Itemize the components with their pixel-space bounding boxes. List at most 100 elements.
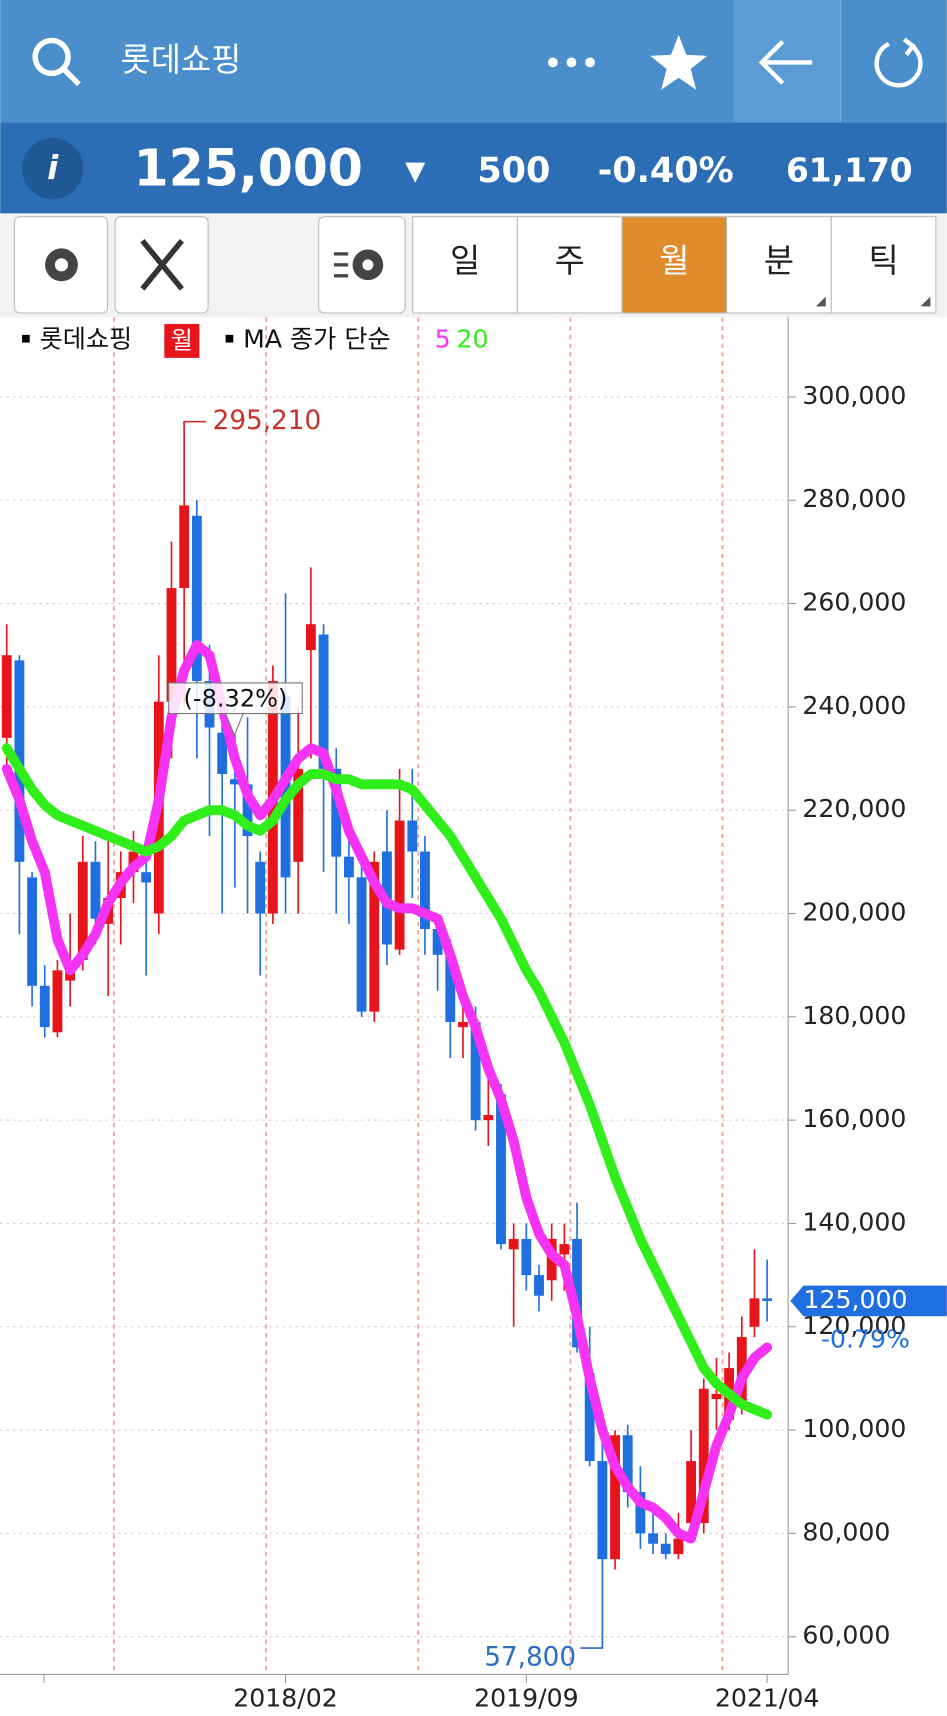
dropdown-mark [815,296,826,307]
min-label: 57,800 [484,1642,576,1672]
y-tick-label: 200,000 [802,897,906,926]
candle-body [343,856,354,878]
year-lines [113,317,724,1675]
candle-body [534,1275,544,1296]
period-badge [164,323,200,358]
more-icon[interactable] [547,57,595,68]
refresh-icon[interactable] [874,37,923,88]
min-pointer [580,1639,604,1649]
info-icon: i [47,149,59,187]
legend-ma: MA 종가 단순 [243,324,390,353]
candle-body [141,872,152,883]
y-tick-label: 140,000 [802,1207,906,1236]
candle-body [508,1238,519,1250]
candle-body [229,779,240,785]
period-button[interactable] [830,216,937,314]
x-tick-label: 2019/09 [474,1684,579,1713]
change-label: (-8.32%) [184,684,288,712]
max-label: 295,210 [213,406,322,436]
legend-ma5: 5 [435,324,451,353]
period-label: 월 [659,242,689,280]
period-button[interactable] [412,216,518,314]
info-button[interactable] [22,137,84,200]
candle-body [331,768,342,857]
candle-body [432,928,443,955]
change: 500 [477,150,550,191]
price-tag-label: 125,000 [803,1285,907,1314]
back-icon[interactable] [758,40,813,85]
candle-body [407,820,418,852]
search-icon[interactable] [32,37,81,87]
candle-body [369,861,380,1012]
candle-body [521,1238,532,1276]
last-change: -0.79% [821,1324,910,1353]
candle-body [445,954,456,1022]
candle-body [77,861,88,960]
period-label: 일 [450,242,480,280]
y-tick-label: 240,000 [802,691,906,720]
candle-body [394,820,405,950]
candle-body [420,851,430,929]
candle-body [635,1492,646,1534]
volume: 61,170 [786,151,913,189]
direction: ▼ [405,156,426,186]
x-tick-label: 2021/04 [715,1684,820,1713]
candle-body [673,1538,684,1555]
candle-body [179,505,190,589]
tools-button[interactable] [114,216,209,314]
candle-body [749,1298,760,1327]
candle-body [660,1543,671,1555]
max-pointer [183,420,207,431]
y-tick-label: 220,000 [802,794,906,823]
settings-button[interactable] [13,216,108,314]
candle-body [698,1388,709,1524]
ma-line [1,743,773,1420]
candle-body [496,1094,506,1245]
candle-body [572,1238,582,1348]
candle-body [483,1114,494,1121]
legend-marker [22,334,30,343]
candle-body [52,970,63,1033]
legend-ma20: 20 [457,324,489,353]
indicator-button[interactable] [318,216,406,314]
candle-body [166,588,177,702]
period-label: 주 [555,242,585,280]
candle-body [255,861,266,914]
candle-body [470,1021,481,1121]
change-rate: -0.40% [598,150,734,191]
candle-body [762,1298,773,1301]
candle-body [356,877,367,1012]
favorite-icon[interactable] [650,35,708,90]
period-label: 분 [764,242,794,280]
legend-name: 롯데쇼핑 [40,324,133,353]
candle-body [597,1461,608,1560]
candle-body [191,515,202,682]
y-tick-label: 180,000 [802,1001,906,1030]
candle-body [610,1435,620,1560]
candle-body [318,634,329,769]
candle-body [584,1373,595,1462]
candle-body [622,1435,633,1493]
y-tick-label: 260,000 [802,588,906,617]
y-tick-label: 80,000 [802,1517,890,1546]
stock-title: 롯데쇼핑 [121,41,242,79]
price-tag [790,1285,947,1317]
price-bar [0,122,947,214]
candle-body [217,732,228,775]
candle-body [686,1461,697,1524]
y-tick-label: 60,000 [802,1621,890,1650]
legend-period: 월 [171,326,193,354]
y-tick-label: 100,000 [802,1414,906,1443]
candle-body [27,877,38,986]
period-button[interactable] [621,216,728,314]
candle-body [90,861,101,919]
period-button[interactable] [516,216,623,314]
candle-body [242,784,253,837]
candle-body [1,655,12,738]
ma-line [1,639,773,1544]
period-button[interactable] [726,216,832,314]
y-tick-label: 300,000 [802,381,906,410]
candle-body [293,768,304,862]
y-tick-label: 280,000 [802,484,906,513]
